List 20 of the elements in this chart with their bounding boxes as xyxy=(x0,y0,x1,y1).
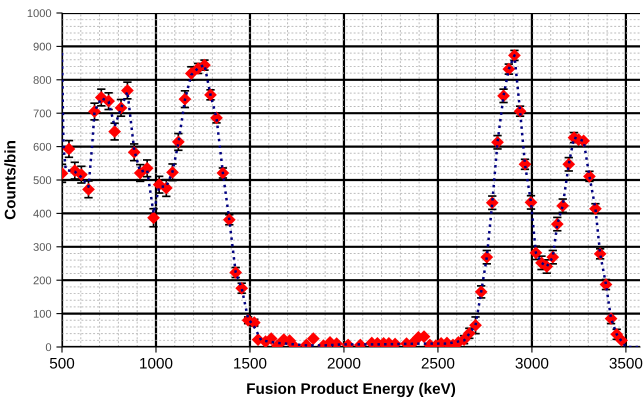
x-tick-label: 3500 xyxy=(609,358,642,369)
y-tick-label: 200 xyxy=(34,276,52,284)
y-tick-label: 100 xyxy=(34,310,52,318)
y-tick-label: 400 xyxy=(33,210,52,218)
y-tick-label: 900 xyxy=(34,42,52,51)
y-tick-label: 1000 xyxy=(28,9,52,18)
x-axis-title: Fusion Product Energy (keV) xyxy=(247,382,456,398)
x-tick-label: 1500 xyxy=(234,358,266,369)
y-tick-label: 500 xyxy=(33,176,52,184)
y-tick-label: 300 xyxy=(33,243,52,251)
y-tick-label: 700 xyxy=(34,109,52,118)
x-tick-label: 500 xyxy=(50,358,74,369)
y-tick-label: 800 xyxy=(34,76,52,84)
y-tick-label: 600 xyxy=(34,142,52,151)
x-tick-label: 1000 xyxy=(140,358,172,369)
x-tick-label: 3000 xyxy=(516,358,548,369)
x-tick-label: 2500 xyxy=(422,358,454,369)
y-tick-label: 0 xyxy=(46,343,52,352)
x-tick-label: 2000 xyxy=(328,358,360,369)
y-axis-title: Counts/bin xyxy=(4,141,16,220)
